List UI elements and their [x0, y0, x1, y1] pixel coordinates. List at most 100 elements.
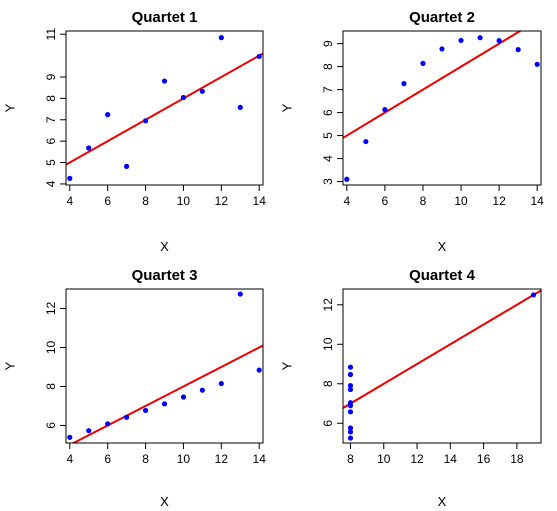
y-tick-label: 4	[44, 180, 58, 187]
y-axis-label: Y	[2, 103, 17, 112]
y-tick-label: 6	[44, 137, 58, 144]
data-point	[199, 88, 205, 94]
fit-line	[71, 344, 263, 443]
data-point	[218, 380, 224, 387]
x-tick-label: 4	[66, 452, 73, 466]
x-axis-label: X	[438, 494, 447, 509]
y-tick-label: 8	[321, 63, 335, 70]
y-tick-label: 11	[44, 28, 58, 41]
x-tick-label: 8	[142, 452, 149, 466]
data-point	[161, 401, 168, 407]
data-point	[401, 81, 407, 87]
data-point	[67, 434, 73, 440]
y-tick-label: 9	[321, 40, 335, 47]
x-tick-label: 12	[215, 452, 229, 466]
fit-line	[343, 31, 522, 139]
data-point	[347, 429, 354, 435]
data-point	[420, 60, 426, 67]
x-tick-label: 8	[142, 194, 149, 208]
y-tick-label: 5	[44, 159, 58, 166]
data-point	[124, 163, 130, 169]
panel-2: Quartet 2 4 6 8 10 12 14 3 4 5 6 7 8 9 X Y	[279, 9, 544, 254]
data-point	[105, 421, 111, 427]
x-tick-label: 12	[215, 194, 229, 208]
data-point	[347, 425, 354, 431]
data-point	[105, 112, 111, 118]
y-tick-label: 12	[321, 298, 335, 312]
x-tick-label: 12	[410, 452, 424, 466]
x-tick-label: 12	[492, 194, 506, 208]
data-point	[237, 104, 243, 110]
panel-title: Quartet 3	[132, 267, 198, 284]
data-point	[530, 292, 537, 298]
data-point	[515, 47, 521, 53]
y-tick-label: 3	[321, 178, 335, 185]
x-tick-label: 14	[253, 452, 267, 466]
data-point	[142, 118, 149, 124]
data-point	[344, 176, 350, 182]
data-point	[347, 386, 354, 393]
x-tick-label: 10	[177, 452, 191, 466]
data-point	[256, 53, 262, 60]
x-tick-label: 14	[253, 194, 267, 208]
y-tick-label: 6	[44, 422, 58, 429]
data-point	[477, 35, 483, 41]
data-point	[180, 94, 187, 101]
data-point	[496, 38, 502, 44]
y-tick-label: 4	[321, 155, 335, 162]
x-tick-label: 10	[377, 452, 391, 466]
x-tick-label: 6	[382, 194, 389, 208]
x-tick-label: 14	[531, 194, 545, 208]
y-axis-label: Y	[279, 361, 294, 370]
data-point	[382, 107, 388, 113]
data-point	[142, 407, 149, 414]
plot-frame	[342, 288, 542, 444]
y-tick-label: 8	[321, 380, 335, 387]
x-tick-label: 18	[510, 452, 524, 466]
data-point	[256, 367, 262, 373]
fit-line	[343, 289, 541, 409]
x-tick-label: 16	[477, 452, 491, 466]
data-point	[86, 428, 92, 434]
data-point	[347, 403, 354, 409]
panel-title: Quartet 1	[132, 9, 198, 26]
x-tick-label: 14	[444, 452, 458, 466]
plot-frame	[65, 288, 264, 444]
x-tick-label: 4	[343, 194, 350, 208]
data-point	[534, 61, 540, 67]
data-point	[347, 382, 354, 389]
panel-title: Quartet 2	[409, 9, 475, 26]
y-tick-label: 9	[44, 73, 58, 80]
x-tick-label: 10	[454, 194, 468, 208]
panel-1: Quartet 1 4 6 8 10 12 14 4 5 6 7 8 9 11 X Y	[2, 9, 266, 254]
data-point	[67, 175, 73, 181]
data-point	[161, 78, 168, 84]
data-point	[124, 414, 130, 420]
y-axis-label: Y	[2, 361, 17, 370]
x-tick-label: 6	[104, 194, 111, 208]
x-tick-label: 6	[104, 452, 111, 466]
y-tick-label: 10	[44, 340, 58, 354]
data-point	[363, 138, 369, 145]
x-tick-label: 4	[66, 194, 73, 208]
y-tick-label: 7	[44, 116, 58, 123]
x-tick-label: 8	[347, 452, 354, 466]
y-tick-label: 10	[321, 337, 335, 351]
data-point	[237, 291, 243, 297]
x-axis-label: X	[438, 239, 447, 254]
y-tick-label: 6	[321, 420, 335, 427]
data-point	[86, 145, 92, 151]
panel-title: Quartet 4	[409, 267, 476, 284]
data-point	[218, 35, 224, 41]
y-tick-label: 12	[44, 301, 58, 315]
data-point	[199, 387, 205, 393]
plot-frame	[65, 30, 264, 186]
panel-4: Quartet 4 8 10 12 14 16 18 6 8 10 12 X Y	[279, 267, 542, 509]
x-tick-label: 10	[177, 194, 191, 208]
data-point	[180, 394, 187, 400]
data-point	[347, 409, 354, 415]
y-tick-label: 7	[321, 86, 335, 93]
y-tick-label: 5	[321, 132, 335, 139]
data-point	[458, 37, 464, 44]
